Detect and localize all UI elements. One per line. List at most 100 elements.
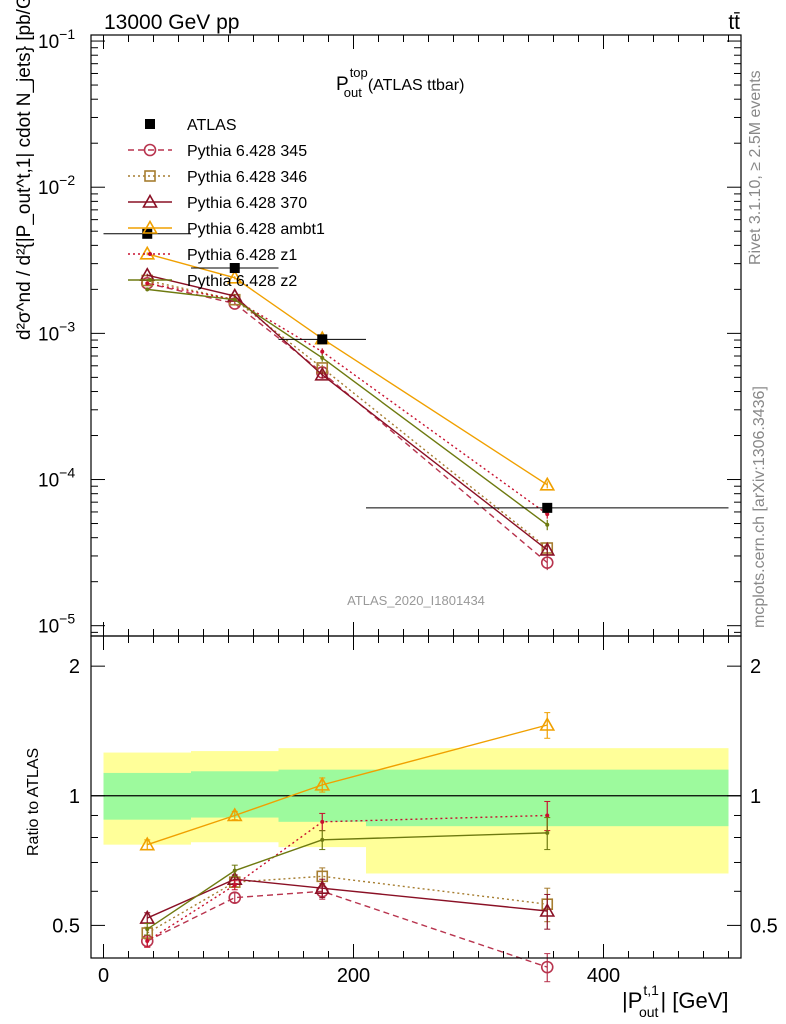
ratio-series-point [232,883,237,888]
mcplots-label: mcplots.cern.ch [arXiv:1306.3436] [751,386,768,628]
ratio-series-point [314,776,331,791]
xlabel-sub: out [639,1004,659,1020]
title-sub: out [344,85,362,100]
ratio-series-point [232,868,237,873]
legend-label: Pythia 6.428 346 [187,169,307,186]
main-ylabel: d²σ^nd / d²{|P_out^t,1| cdot N_jets} [pb… [14,0,35,340]
legend-entry-3: Pythia 6.428 370 [128,193,307,212]
ratio-series-point [540,960,554,974]
energy-label: 13000 GeV pp [104,11,239,34]
legend-marker [142,193,158,208]
main-ytick-label: 10−4 [38,465,75,492]
main-series-point [545,512,550,517]
title-suffix: (ATLAS ttbar) [368,77,465,94]
ratio-series-line [146,814,548,942]
xlabel-sup: t,1 [643,982,659,998]
ratio-series-line [146,875,548,934]
ratio-series-line [147,724,548,846]
main-series-point [320,355,325,360]
legend-entry-2: Pythia 6.428 346 [128,169,307,186]
ratio-ylabel: Ratio to ATLAS [25,748,42,856]
main-series-point [545,522,550,527]
ratio-ytick-label-right: 1 [750,786,761,808]
main-series-point [540,556,554,569]
ratio-ytick-label: 1 [69,786,80,808]
legend-entry-5: Pythia 6.428 z1 [128,247,297,264]
legend-marker [145,119,155,129]
main-series-point [314,366,331,381]
ratio-series-point [228,891,242,904]
ratio-series-4 [139,712,556,851]
main-ytick-mantissa: 10 [38,32,59,53]
ratio-series-line [146,890,548,968]
data-point [542,502,553,513]
legend-label: ATLAS [187,117,237,134]
ratio-series-point [539,902,556,917]
legend-label: Pythia 6.428 z1 [187,247,297,264]
ratio-frame [90,635,742,959]
main-ytick-label: 10−2 [38,172,75,199]
legend: ATLAS Pythia 6.428 345 Pythia 6.428 346 Pyt… [128,117,325,290]
ratio-series-point [145,927,150,932]
main-ytick-label: 10−3 [38,318,75,345]
main-series-line [147,282,548,564]
ratio-ytick-label-right: 2 [750,656,761,678]
ratio-xtick-label: 400 [587,965,620,987]
ratio-series-line [146,832,548,930]
main-ytick-exponent: −1 [59,26,75,42]
data-point [229,263,240,274]
legend-entry-1: Pythia 6.428 345 [128,143,307,160]
legend-label: Pythia 6.428 z2 [187,273,297,290]
main-title: Ptop out (ATLAS ttbar) [336,65,464,100]
watermark: ATLAS_2020_I1801434 [347,593,485,608]
legend-entry-6: Pythia 6.428 z2 [128,273,297,290]
main-series-point [232,297,237,302]
main-series-line [147,279,548,549]
main-ytick-exponent: −4 [59,465,75,481]
xlabel-main: |P [622,988,642,1013]
main-series-line [147,274,548,551]
ratio-series-point [539,716,556,731]
main-series-point [145,281,150,286]
labels: 13000 GeV pp tt̄ Rivet 3.1.10, ≥ 2.5M ev… [104,11,768,628]
process-label: tt̄ [728,11,740,34]
ratio-series-point [314,880,331,895]
ratio-panel: 0.5 0.5 1 1 2 2 0 200 400 Ratio to ATLAS |Pt,1 out|… [25,635,778,1020]
main-ytick-mantissa: 10 [38,324,59,345]
legend-marker [148,278,152,282]
legend-label: Pythia 6.428 370 [187,195,307,212]
legend-label: Pythia 6.428 345 [187,143,307,160]
legend-entry-4: Pythia 6.428 ambt1 [128,219,325,238]
legend-marker [144,170,156,182]
title-sup: top [350,65,368,80]
main-series-line [147,288,548,526]
ratio-ytick-label: 2 [69,656,80,678]
legend-marker [148,252,152,256]
ratio-series-5 [144,800,551,948]
main-series-point [226,269,243,284]
ratio-ytick-label: 0.5 [52,915,80,937]
main-ytick-label: 10−5 [38,611,75,638]
ratio-xtick-label: 200 [337,965,370,987]
ratio-xtick-label: 0 [98,965,109,987]
ratio-series-point [139,836,156,851]
legend-label: Pythia 6.428 ambt1 [187,221,325,238]
ratio-series-point [320,837,325,842]
main-series-point [145,287,150,292]
ratio-series-point [226,807,243,822]
ratio-xlabel: |Pt,1 out| [GeV] [622,982,729,1020]
legend-entry-data: ATLAS [145,117,237,134]
main-series-point [320,349,325,354]
legend-marker [142,219,158,234]
ratio-series-point [545,830,550,835]
main-ytick-exponent: −2 [59,172,75,188]
main-ytick-exponent: −3 [59,318,75,334]
legend-marker [143,143,157,157]
ratio-ytick-label-right: 0.5 [750,915,778,937]
main-series-line [147,253,548,486]
main-ytick-mantissa: 10 [38,178,59,199]
ratio-series-point [145,938,150,943]
ratio-series-point [320,819,325,824]
main-ytick-mantissa: 10 [38,471,59,492]
